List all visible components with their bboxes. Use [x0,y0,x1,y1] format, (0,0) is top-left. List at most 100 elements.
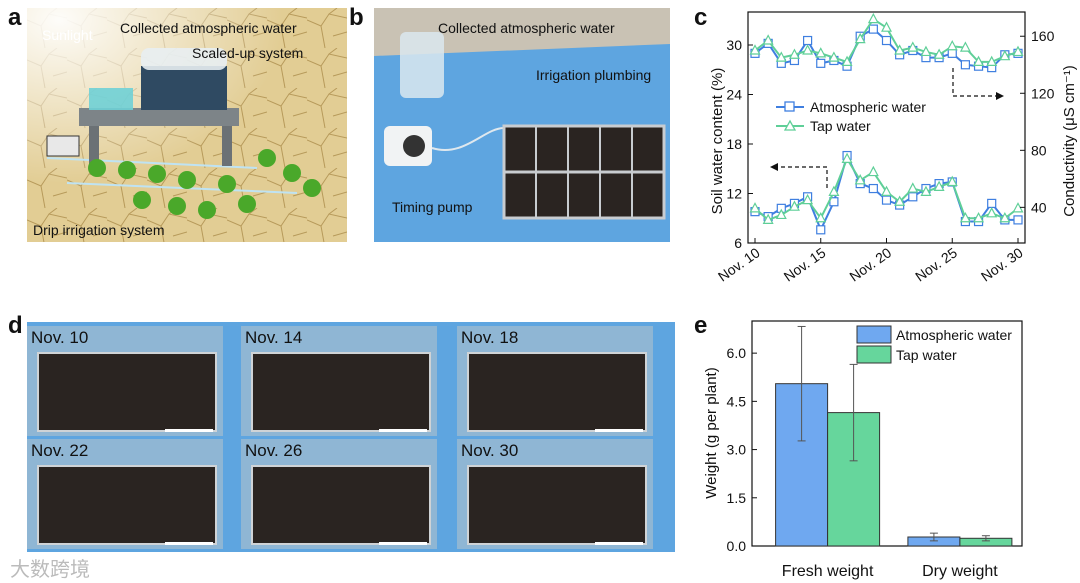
chart-c-xtick-label: Nov. 30 [978,244,1026,284]
chart-c-point [946,175,958,187]
callout-timing-pump: Timing pump [392,199,473,215]
chart-c-point [881,195,892,205]
scale-bar [165,429,213,432]
chart-c-point [881,21,892,32]
watermark-text: 大数跨境 [10,557,90,581]
panel-a-label: a [8,4,22,31]
chart-e-category-label: Dry weight [922,563,998,580]
chart-c-point [749,44,761,55]
chart-c-xtick-label: Nov. 20 [846,244,894,284]
chart-c-point [841,55,853,67]
chart-c-point [868,183,878,194]
chart-c-point [933,180,945,191]
chart-c-point [762,34,774,45]
growth-photo-tile: Nov. 18 [457,326,653,436]
tray [37,352,217,432]
chart-c-point [947,48,957,58]
scale-bar [379,542,427,545]
chart-c-point [867,165,879,177]
chart-c-y2tick-label: 120 [1031,85,1055,101]
chart-c-point [867,12,879,24]
chart-c-point [986,55,998,67]
chart-c-point [1013,215,1023,225]
chart-c-annotation-arrows [774,68,1000,188]
chart-c-legend: Atmospheric water Tap water [776,99,926,134]
tray [251,465,431,545]
growth-photo-tile: Nov. 10 [27,326,223,436]
chart-e-legend: Atmospheric water Tap water [856,325,1012,364]
chart-c-point [1012,45,1024,57]
chart-c-point [920,185,932,196]
tile-date: Nov. 10 [31,328,89,347]
callout-sunlight: Sunlight [42,27,93,43]
chart-c-point [815,47,827,58]
scale-bar [595,429,643,432]
chart-c-ytick-label: 12 [726,186,742,202]
chart-c-ytick-label: 6 [734,235,742,251]
tile-date: Nov. 22 [31,441,89,460]
tile-date: Nov. 26 [245,441,303,460]
chart-c-point [775,51,787,62]
chart-e-legend-tap: Tap water [896,347,957,363]
tile-date: Nov. 18 [461,328,519,347]
chart-e-ylabel: Weight (g per plant) [703,367,720,498]
chart-c-point [816,58,826,68]
chart-c-point [841,152,853,163]
panel-b-label: b [349,4,364,31]
growth-photo-grid: Nov. 10 Nov. 14 Nov. 18 Nov. 22 Nov. 26 … [27,322,675,552]
chart-c-point [973,211,985,223]
panel-d-label: d [8,312,23,339]
tile-date: Nov. 30 [461,441,519,460]
chart-c-point [815,211,827,223]
tray [467,465,647,545]
callout-irrigation-plumbing: Irrigation plumbing [536,67,652,83]
chart-c-point [999,49,1011,61]
callout-collected-water-a: Collected atmospheric water [120,20,297,36]
chart-c-point [894,44,906,55]
chart-c-point [854,32,866,44]
chart-c-point [960,60,970,70]
chart-e-ytick-label: 0.0 [727,538,747,554]
chart-c-ytick-label: 18 [726,136,742,152]
panel-e-label: e [694,312,708,339]
scaled-up-system-illustration [27,8,347,242]
chart-c-point [762,213,774,224]
chart-c-point [973,55,985,67]
chart-c-point [854,174,866,185]
chart-c-legend-tap: Tap water [810,118,871,134]
tray [37,465,217,545]
chart-c-point [881,35,892,46]
chart-c-point [788,200,800,211]
chart-c-point [775,208,787,220]
chart-c-point [908,192,918,202]
panel-c-label: c [694,4,708,31]
chart-c-point [868,24,878,34]
chart-c-y2tick-label: 160 [1031,28,1055,44]
chart-c-y2label: Conductivity (μS cm⁻¹) [1061,65,1078,217]
scale-bar [595,542,643,545]
illustration-canvas [27,8,347,242]
growth-photo-tile: Nov. 22 [27,439,223,549]
chart-c-point [920,45,932,57]
tray [467,352,647,432]
chart-c-ylabel: Soil water content (%) [709,68,726,215]
tile-date: Nov. 14 [245,328,303,347]
scale-bar [165,542,213,545]
chart-c-point [894,195,906,206]
chart-e-ytick-label: 6.0 [727,345,747,361]
chart-c-point [946,39,958,51]
chart-c-y2tick-label: 40 [1031,199,1047,215]
chart-c-point [802,35,813,46]
callout-scaled-up-system: Scaled-up system [192,45,304,61]
chart-c-point [987,198,997,208]
chart-c-arrowheads [770,92,1004,171]
growth-photo-tile: Nov. 14 [241,326,437,436]
chart-c-ytick-label: 24 [726,87,742,103]
chart-c-point [881,185,892,196]
chart-c-point [907,41,919,52]
tray [251,352,431,432]
callout-collected-water-b: Collected atmospheric water [438,20,615,36]
chart-c-xtick-label: Nov. 15 [781,244,829,284]
